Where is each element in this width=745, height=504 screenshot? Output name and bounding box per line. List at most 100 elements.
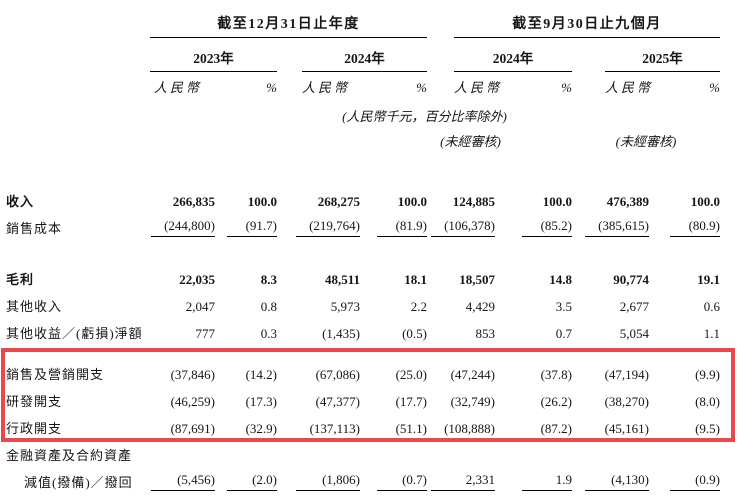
cell-value: (80.9) bbox=[670, 218, 720, 237]
row-label: 毛利 bbox=[6, 272, 35, 287]
cell-value: (91.7) bbox=[227, 218, 277, 237]
unaudited-note: (未經審核) bbox=[615, 134, 677, 149]
row-label: 銷售及營銷開支 bbox=[6, 367, 105, 382]
cell-value: (37,846) bbox=[170, 367, 215, 382]
cell-value: 0.6 bbox=[703, 299, 720, 314]
cell-value: 268,275 bbox=[317, 194, 360, 209]
row-revenue: 收入 266,835 100.0 268,275 100.0 124,885 1… bbox=[2, 188, 720, 215]
cell-value: 100.0 bbox=[542, 194, 572, 209]
row-label: 減值(撥備)／撥回 bbox=[24, 475, 133, 490]
cell-value: (38,270) bbox=[604, 394, 649, 409]
cell-value: 18,507 bbox=[459, 272, 495, 287]
row-label: 研發開支 bbox=[6, 394, 63, 409]
cell-value: (1,435) bbox=[322, 326, 360, 341]
cell-value: (17.3) bbox=[245, 394, 277, 409]
cell-value: (1,806) bbox=[296, 472, 360, 491]
cell-value: 22,035 bbox=[179, 272, 215, 287]
cell-value: (32,749) bbox=[450, 394, 495, 409]
year-header-row: 2023年 2024年 2024年 2025年 bbox=[2, 38, 720, 72]
percent-header: % bbox=[709, 80, 720, 95]
cell-value: 100.0 bbox=[247, 194, 277, 209]
cell-value: (14.2) bbox=[245, 367, 277, 382]
cell-value: 1.9 bbox=[522, 472, 572, 491]
percent-header: % bbox=[266, 80, 277, 95]
row-gross-profit: 毛利 22,035 8.3 48,511 18.1 18,507 14.8 90… bbox=[2, 266, 720, 293]
year-header-9m-2024: 2024年 bbox=[454, 47, 572, 72]
row-financial-contract-assets-label: 金融資產及合約資產 bbox=[2, 442, 720, 469]
cell-value: (85.2) bbox=[522, 218, 572, 237]
cell-value: 124,885 bbox=[452, 194, 495, 209]
row-cost-of-sales: 銷售成本 (244,800) (91.7) (219,764) (81.9) (… bbox=[2, 215, 720, 242]
cell-value: (0.9) bbox=[670, 472, 720, 491]
cell-value: 777 bbox=[195, 326, 216, 341]
unaudited-note: (未經審核) bbox=[440, 134, 501, 149]
cell-value: 3.5 bbox=[555, 299, 572, 314]
cell-value: (25.0) bbox=[395, 367, 427, 382]
cell-value: (51.1) bbox=[395, 421, 427, 436]
unit-header-row: 人民幣 % 人民幣 % 人民幣 % 人民幣 % bbox=[2, 72, 720, 100]
percent-header: % bbox=[561, 80, 572, 95]
cell-value: (0.7) bbox=[377, 472, 427, 491]
currency-header: 人民幣 bbox=[605, 80, 654, 95]
cell-value: (45,161) bbox=[604, 421, 649, 436]
cell-value: 100.0 bbox=[690, 194, 720, 209]
cell-value: 14.8 bbox=[549, 272, 572, 287]
cell-value: 266,835 bbox=[172, 194, 215, 209]
cell-value: (47,244) bbox=[450, 367, 495, 382]
cell-value: 100.0 bbox=[397, 194, 427, 209]
group-header-row: 截至12月31日止年度 截至9月30日止九個月 bbox=[2, 8, 720, 38]
cell-value: (0.5) bbox=[402, 326, 427, 341]
cell-value: 476,389 bbox=[606, 194, 649, 209]
row-selling-marketing-expenses: 銷售及營銷開支 (37,846) (14.2) (67,086) (25.0) … bbox=[2, 361, 720, 388]
row-label: 銷售成本 bbox=[6, 221, 63, 236]
cell-value: (81.9) bbox=[377, 218, 427, 237]
cell-value: 0.7 bbox=[555, 326, 572, 341]
cell-value: (385,615) bbox=[585, 218, 649, 237]
cell-value: (47,377) bbox=[315, 394, 360, 409]
year-header-2023: 2023年 bbox=[150, 47, 277, 72]
cell-value: (46,259) bbox=[170, 394, 215, 409]
cell-value: 1.1 bbox=[703, 326, 720, 341]
unaudited-note-row: (未經審核) (未經審核) bbox=[2, 125, 720, 150]
percent-header: % bbox=[416, 80, 427, 95]
row-other-gains-losses-net: 其他收益／(虧損)淨額 777 0.3 (1,435) (0.5) 853 0.… bbox=[2, 320, 720, 347]
group-header-nine-months: 截至9月30日止九個月 bbox=[454, 13, 720, 38]
cell-value: (87.2) bbox=[540, 421, 572, 436]
cell-value: 19.1 bbox=[697, 272, 720, 287]
cell-value: 2,331 bbox=[431, 472, 495, 491]
cell-value: 90,774 bbox=[613, 272, 649, 287]
cell-value: (9.5) bbox=[695, 421, 720, 436]
cell-value: (32.9) bbox=[245, 421, 277, 436]
cell-value: (5,456) bbox=[151, 472, 215, 491]
group-header-year-ended: 截至12月31日止年度 bbox=[150, 13, 427, 38]
unit-note: (人民幣千元，百分比率除外) bbox=[342, 109, 507, 124]
cell-value: (2.0) bbox=[227, 472, 277, 491]
row-label: 其他收益／(虧損)淨額 bbox=[6, 326, 143, 341]
cell-value: (4,130) bbox=[585, 472, 649, 491]
cell-value: (87,691) bbox=[170, 421, 215, 436]
currency-header: 人民幣 bbox=[454, 80, 503, 95]
cell-value: 2.2 bbox=[410, 299, 427, 314]
cell-value: 853 bbox=[475, 326, 496, 341]
cell-value: 18.1 bbox=[404, 272, 427, 287]
year-header-9m-2025: 2025年 bbox=[605, 47, 720, 72]
cell-value: 2,677 bbox=[619, 299, 649, 314]
cell-value: 2,047 bbox=[185, 299, 215, 314]
cell-value: (8.0) bbox=[695, 394, 720, 409]
year-header-2024: 2024年 bbox=[302, 47, 427, 72]
row-label: 收入 bbox=[6, 194, 35, 209]
cell-value: 8.3 bbox=[260, 272, 277, 287]
currency-header: 人民幣 bbox=[302, 80, 351, 95]
cell-value: (244,800) bbox=[151, 218, 215, 237]
cell-value: (137,113) bbox=[309, 421, 360, 436]
cell-value: 5,973 bbox=[330, 299, 360, 314]
cell-value: (108,888) bbox=[444, 421, 495, 436]
row-other-income: 其他收入 2,047 0.8 5,973 2.2 4,429 3.5 2,677… bbox=[2, 293, 720, 320]
row-label: 金融資產及合約資產 bbox=[6, 448, 133, 463]
cell-value: (67,086) bbox=[315, 367, 360, 382]
cell-value: (47,194) bbox=[604, 367, 649, 382]
unit-note-row: (人民幣千元，百分比率除外) bbox=[2, 100, 720, 125]
cell-value: (9.9) bbox=[695, 367, 720, 382]
cell-value: 48,511 bbox=[324, 272, 360, 287]
cell-value: (106,378) bbox=[431, 218, 495, 237]
